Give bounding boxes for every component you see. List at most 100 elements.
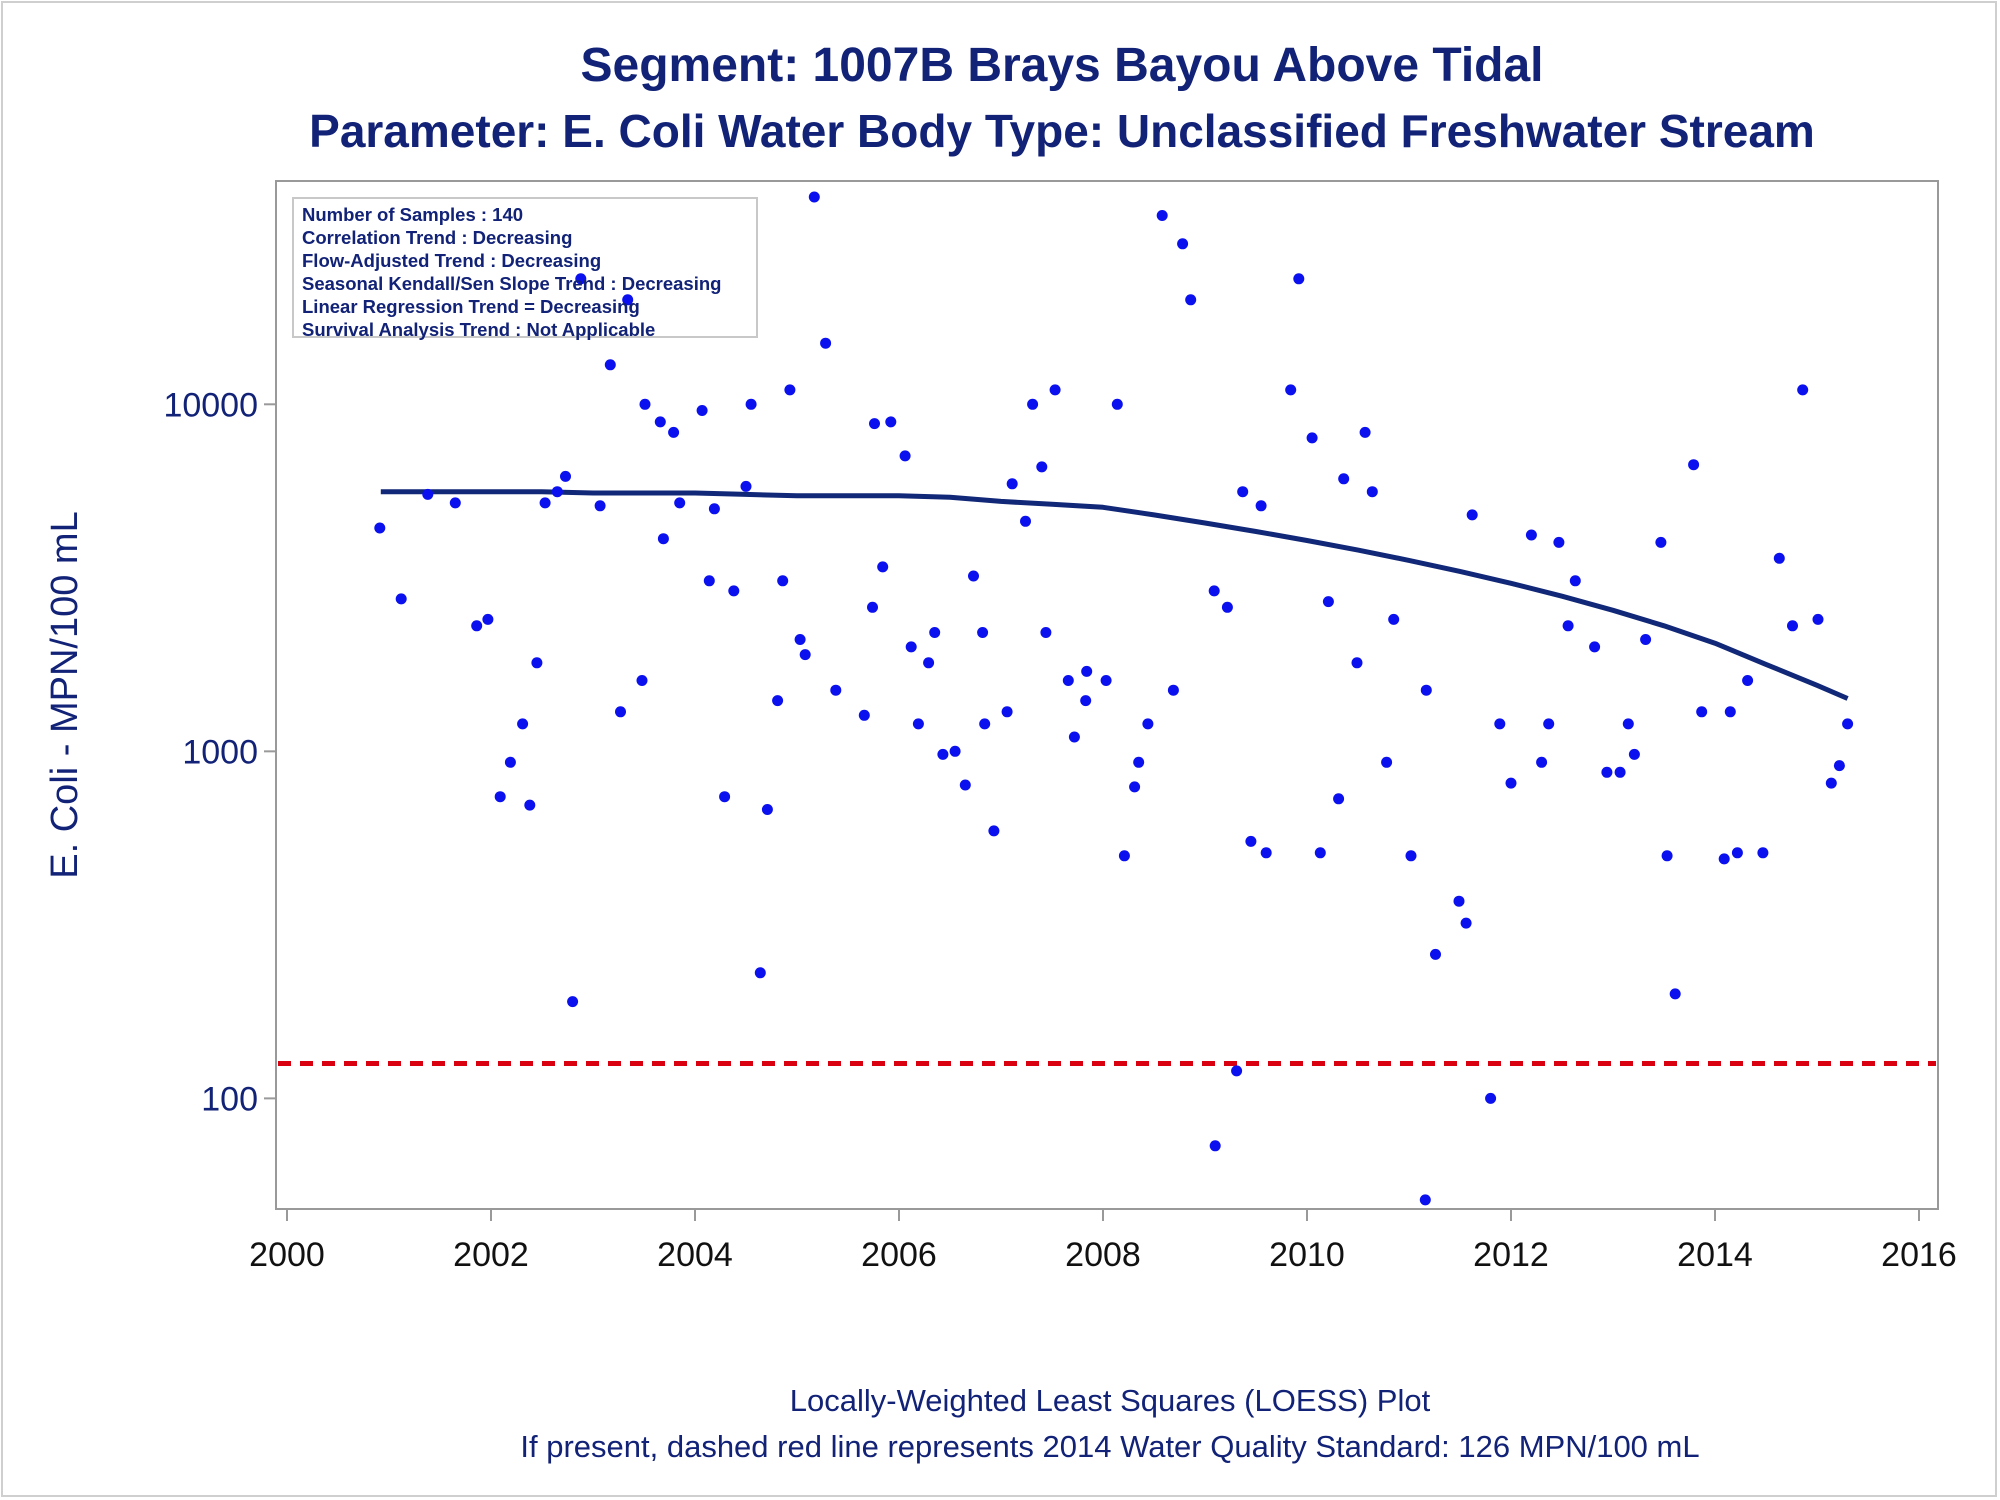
data-point — [794, 634, 806, 645]
chart-subtitle: Parameter: E. Coli Water Body Type: Uncl… — [309, 105, 1815, 157]
data-point — [703, 575, 715, 587]
data-point — [1080, 695, 1092, 707]
data-point — [1430, 948, 1441, 960]
data-point — [1640, 634, 1652, 645]
data-point — [696, 405, 708, 416]
data-point — [1245, 835, 1257, 847]
data-point — [1068, 731, 1080, 743]
data-point — [808, 191, 820, 203]
data-point — [772, 695, 784, 707]
data-point — [1494, 718, 1506, 730]
data-point — [471, 620, 483, 632]
data-point — [1285, 384, 1297, 396]
footnote-standard: If present, dashed red line represents 2… — [520, 1429, 1700, 1464]
data-point — [1842, 718, 1854, 730]
data-point — [1420, 684, 1432, 696]
data-point — [784, 384, 796, 396]
data-point — [604, 359, 616, 371]
data-point — [899, 450, 911, 462]
data-point — [504, 756, 516, 768]
y-tick-label: 100 — [201, 1080, 258, 1118]
data-point — [1221, 601, 1233, 613]
data-point — [1062, 675, 1074, 686]
data-point — [1731, 847, 1743, 859]
data-point — [830, 684, 842, 696]
data-point — [988, 825, 1000, 837]
data-point — [1351, 657, 1363, 669]
data-point — [719, 791, 731, 803]
data-point — [761, 804, 773, 815]
data-point — [594, 500, 606, 512]
data-point — [1787, 620, 1798, 632]
data-point — [668, 426, 680, 438]
data-point — [1359, 426, 1371, 438]
stat-seasonal-kendall-trend: Seasonal Kendall/Sen Slope Trend : Decre… — [302, 273, 722, 294]
data-point — [1505, 777, 1517, 789]
x-tick-label: 2016 — [1881, 1236, 1957, 1274]
data-point — [639, 398, 651, 410]
data-point — [1036, 461, 1048, 473]
x-tick-label: 2002 — [453, 1236, 529, 1274]
stat-flow-adjusted-trend: Flow-Adjusted Trend : Decreasing — [302, 250, 602, 271]
data-point — [1536, 756, 1548, 768]
data-point — [517, 718, 529, 730]
data-point — [1020, 515, 1031, 527]
data-point — [923, 657, 935, 669]
data-point — [1655, 536, 1667, 548]
data-point — [1133, 756, 1145, 768]
data-point — [820, 337, 832, 349]
data-point — [615, 706, 626, 718]
x-tick-label: 2000 — [249, 1236, 325, 1274]
data-point — [1338, 473, 1350, 485]
stat-linear-regression-trend: Linear Regression Trend = Decreasing — [302, 296, 640, 317]
data-point — [1688, 459, 1700, 471]
data-point — [754, 967, 766, 979]
data-point — [979, 718, 991, 730]
data-point — [1622, 718, 1634, 730]
data-point — [524, 799, 536, 811]
data-point — [1525, 529, 1537, 541]
data-point — [494, 791, 506, 803]
y-axis-label: E. Coli - MPN/100 mL — [44, 511, 86, 878]
data-point — [1156, 210, 1168, 221]
data-point — [531, 657, 543, 669]
data-point — [422, 488, 434, 500]
data-point — [1661, 850, 1673, 862]
data-point — [877, 561, 889, 573]
data-point — [1466, 509, 1478, 521]
data-point — [777, 575, 789, 587]
stat-correlation-trend: Correlation Trend : Decreasing — [302, 227, 573, 248]
data-point — [575, 273, 587, 285]
data-point — [1306, 432, 1318, 444]
stat-survival-analysis-trend: Survival Analysis Trend : Not Applicable — [302, 319, 656, 340]
data-point — [968, 570, 979, 582]
data-point — [1460, 917, 1472, 929]
data-point — [959, 779, 971, 791]
data-point — [1006, 478, 1018, 490]
data-point — [1185, 294, 1197, 306]
data-point — [869, 418, 880, 430]
data-point — [1628, 748, 1640, 760]
data-point — [1485, 1092, 1497, 1104]
x-tick-label: 2004 — [657, 1236, 733, 1274]
plot-area-frame — [275, 180, 1939, 1210]
data-point — [1797, 384, 1809, 396]
data-point — [657, 533, 669, 545]
data-point — [977, 627, 989, 638]
data-point — [799, 649, 811, 661]
data-point — [1322, 596, 1334, 608]
data-point — [1773, 552, 1785, 564]
data-point — [1081, 665, 1093, 677]
data-point — [1419, 1194, 1431, 1206]
data-point — [1381, 756, 1393, 768]
data-point — [482, 613, 494, 625]
data-point — [1118, 850, 1130, 862]
data-point — [929, 627, 941, 638]
data-point — [858, 709, 870, 721]
stats-box: Number of Samples : 140 Correlation Tren… — [292, 197, 758, 340]
data-point — [1742, 675, 1754, 686]
data-point — [1177, 238, 1189, 250]
data-point — [1553, 536, 1565, 548]
